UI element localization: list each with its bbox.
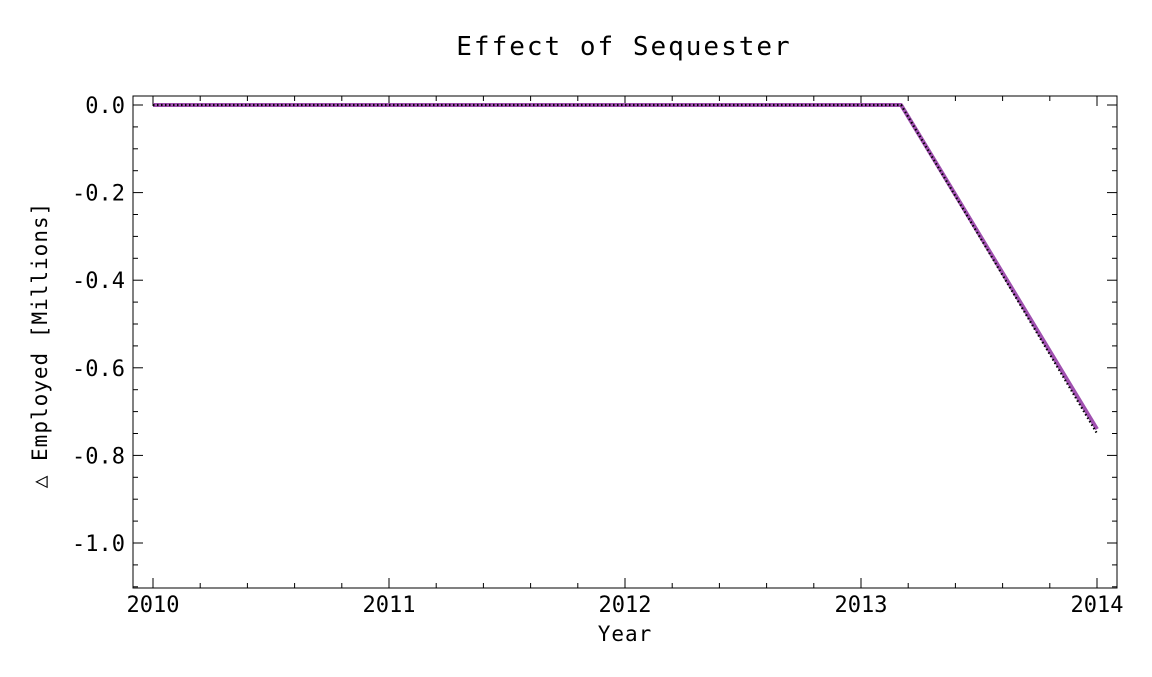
- series-layer: [153, 103, 1099, 435]
- y-tick-label: -0.8: [72, 444, 125, 469]
- y-axis-ticks: 0.0 -0.2 -0.4 -0.6 -0.8 -1.0: [72, 94, 1117, 588]
- y-axis-label: △ Employed [Millions]: [28, 202, 52, 489]
- series-line-solid: [153, 103, 1099, 431]
- chart-title: Effect of Sequester: [456, 32, 791, 62]
- x-tick-label: 2013: [835, 593, 888, 618]
- series-line-dotted: [153, 103, 1098, 435]
- x-axis-ticks: 2010 2011 2012 2013 2014: [127, 96, 1124, 618]
- x-tick-label: 2011: [363, 593, 416, 618]
- x-axis-label: Year: [598, 622, 653, 646]
- x-tick-label: 2014: [1071, 593, 1124, 618]
- y-tick-label: -0.4: [72, 269, 125, 294]
- y-tick-label: -1.0: [72, 532, 125, 557]
- plot-frame: [132, 95, 1118, 589]
- y-tick-label: -0.6: [72, 357, 125, 382]
- y-tick-label: 0.0: [85, 94, 125, 119]
- x-tick-label: 2012: [599, 593, 652, 618]
- y-tick-label: -0.2: [72, 182, 125, 207]
- x-tick-label: 2010: [127, 593, 180, 618]
